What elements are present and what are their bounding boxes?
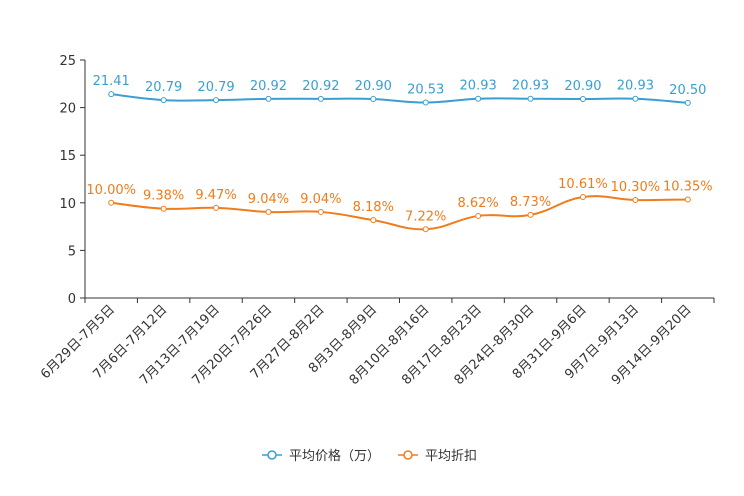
- data-point[interactable]: [160, 205, 167, 212]
- data-label: 10.35%: [663, 179, 713, 194]
- series-average-discount: 10.00% 9.38% 9.47% 9.04% 9.04% 8.18% 7.22% 8.62…: [86, 177, 713, 233]
- data-label: 20.79: [197, 80, 234, 95]
- data-label: 8.73%: [510, 195, 551, 210]
- y-tick-label: 10: [59, 197, 76, 212]
- data-point[interactable]: [684, 196, 691, 203]
- data-point[interactable]: [579, 193, 586, 200]
- series-average-price: 21.41 20.79 20.79 20.92 20.92 20.90 20.53 20.93…: [93, 74, 706, 106]
- legend-label: 平均价格（万）: [289, 448, 380, 464]
- data-label: 9.38%: [143, 189, 184, 204]
- y-axis: 0 5 10 15 20 25: [59, 54, 86, 307]
- data-point[interactable]: [213, 204, 220, 211]
- data-label: 20.93: [460, 79, 497, 94]
- data-label: 20.90: [355, 79, 392, 94]
- data-label: 8.18%: [353, 200, 394, 215]
- data-point[interactable]: [370, 96, 377, 103]
- data-label: 8.62%: [457, 196, 498, 211]
- series-layer: 21.41 20.79 20.79 20.92 20.92 20.90 20.53 20.93…: [86, 74, 713, 233]
- data-label: 10.30%: [611, 180, 661, 195]
- data-point[interactable]: [422, 99, 429, 106]
- data-label: 20.79: [145, 80, 182, 95]
- data-label: 20.53: [407, 83, 444, 98]
- series-line: [111, 195, 688, 231]
- y-tick-label: 5: [68, 244, 76, 259]
- data-label: 9.04%: [248, 192, 289, 207]
- legend-item-average-discount[interactable]: 平均折扣: [398, 449, 477, 464]
- data-point[interactable]: [632, 95, 639, 102]
- data-point[interactable]: [265, 95, 272, 102]
- data-point[interactable]: [317, 208, 324, 215]
- legend: 平均价格（万） 平均折扣: [262, 448, 477, 464]
- data-label: 20.92: [302, 79, 339, 94]
- data-point[interactable]: [265, 208, 272, 215]
- data-point[interactable]: [370, 217, 377, 224]
- data-point[interactable]: [422, 226, 429, 233]
- data-label: 20.50: [669, 83, 706, 98]
- data-label: 20.93: [617, 79, 654, 94]
- legend-label: 平均折扣: [425, 449, 477, 464]
- data-point[interactable]: [108, 91, 115, 98]
- data-point[interactable]: [317, 95, 324, 102]
- data-point[interactable]: [527, 95, 534, 102]
- data-point[interactable]: [475, 212, 482, 219]
- data-label: 20.93: [512, 79, 549, 94]
- data-label: 21.41: [93, 74, 130, 89]
- data-point[interactable]: [160, 97, 167, 104]
- legend-marker-icon: [267, 450, 277, 460]
- data-point[interactable]: [632, 196, 639, 203]
- y-tick-label: 15: [59, 149, 76, 164]
- data-point[interactable]: [684, 99, 691, 106]
- y-tick-label: 25: [59, 54, 76, 69]
- x-axis: 6月29日-7月5日7月6日-7月12日7月13日-7月19日7月20日-7月2…: [38, 297, 715, 388]
- data-point[interactable]: [579, 96, 586, 103]
- data-point[interactable]: [527, 211, 534, 218]
- legend-item-average-price[interactable]: 平均价格（万）: [262, 448, 380, 464]
- data-label: 9.04%: [300, 192, 341, 207]
- data-label: 10.00%: [86, 183, 136, 198]
- data-label: 10.61%: [558, 177, 608, 192]
- y-tick-label: 0: [68, 292, 76, 307]
- data-point[interactable]: [108, 199, 115, 206]
- data-label: 9.47%: [195, 188, 236, 203]
- y-tick-label: 20: [59, 102, 76, 117]
- series-line: [111, 93, 688, 104]
- legend-marker-icon: [403, 450, 413, 460]
- data-label: 7.22%: [405, 209, 446, 224]
- data-label: 20.92: [250, 79, 287, 94]
- data-point[interactable]: [213, 97, 220, 104]
- data-point[interactable]: [475, 95, 482, 102]
- data-label: 20.90: [564, 79, 601, 94]
